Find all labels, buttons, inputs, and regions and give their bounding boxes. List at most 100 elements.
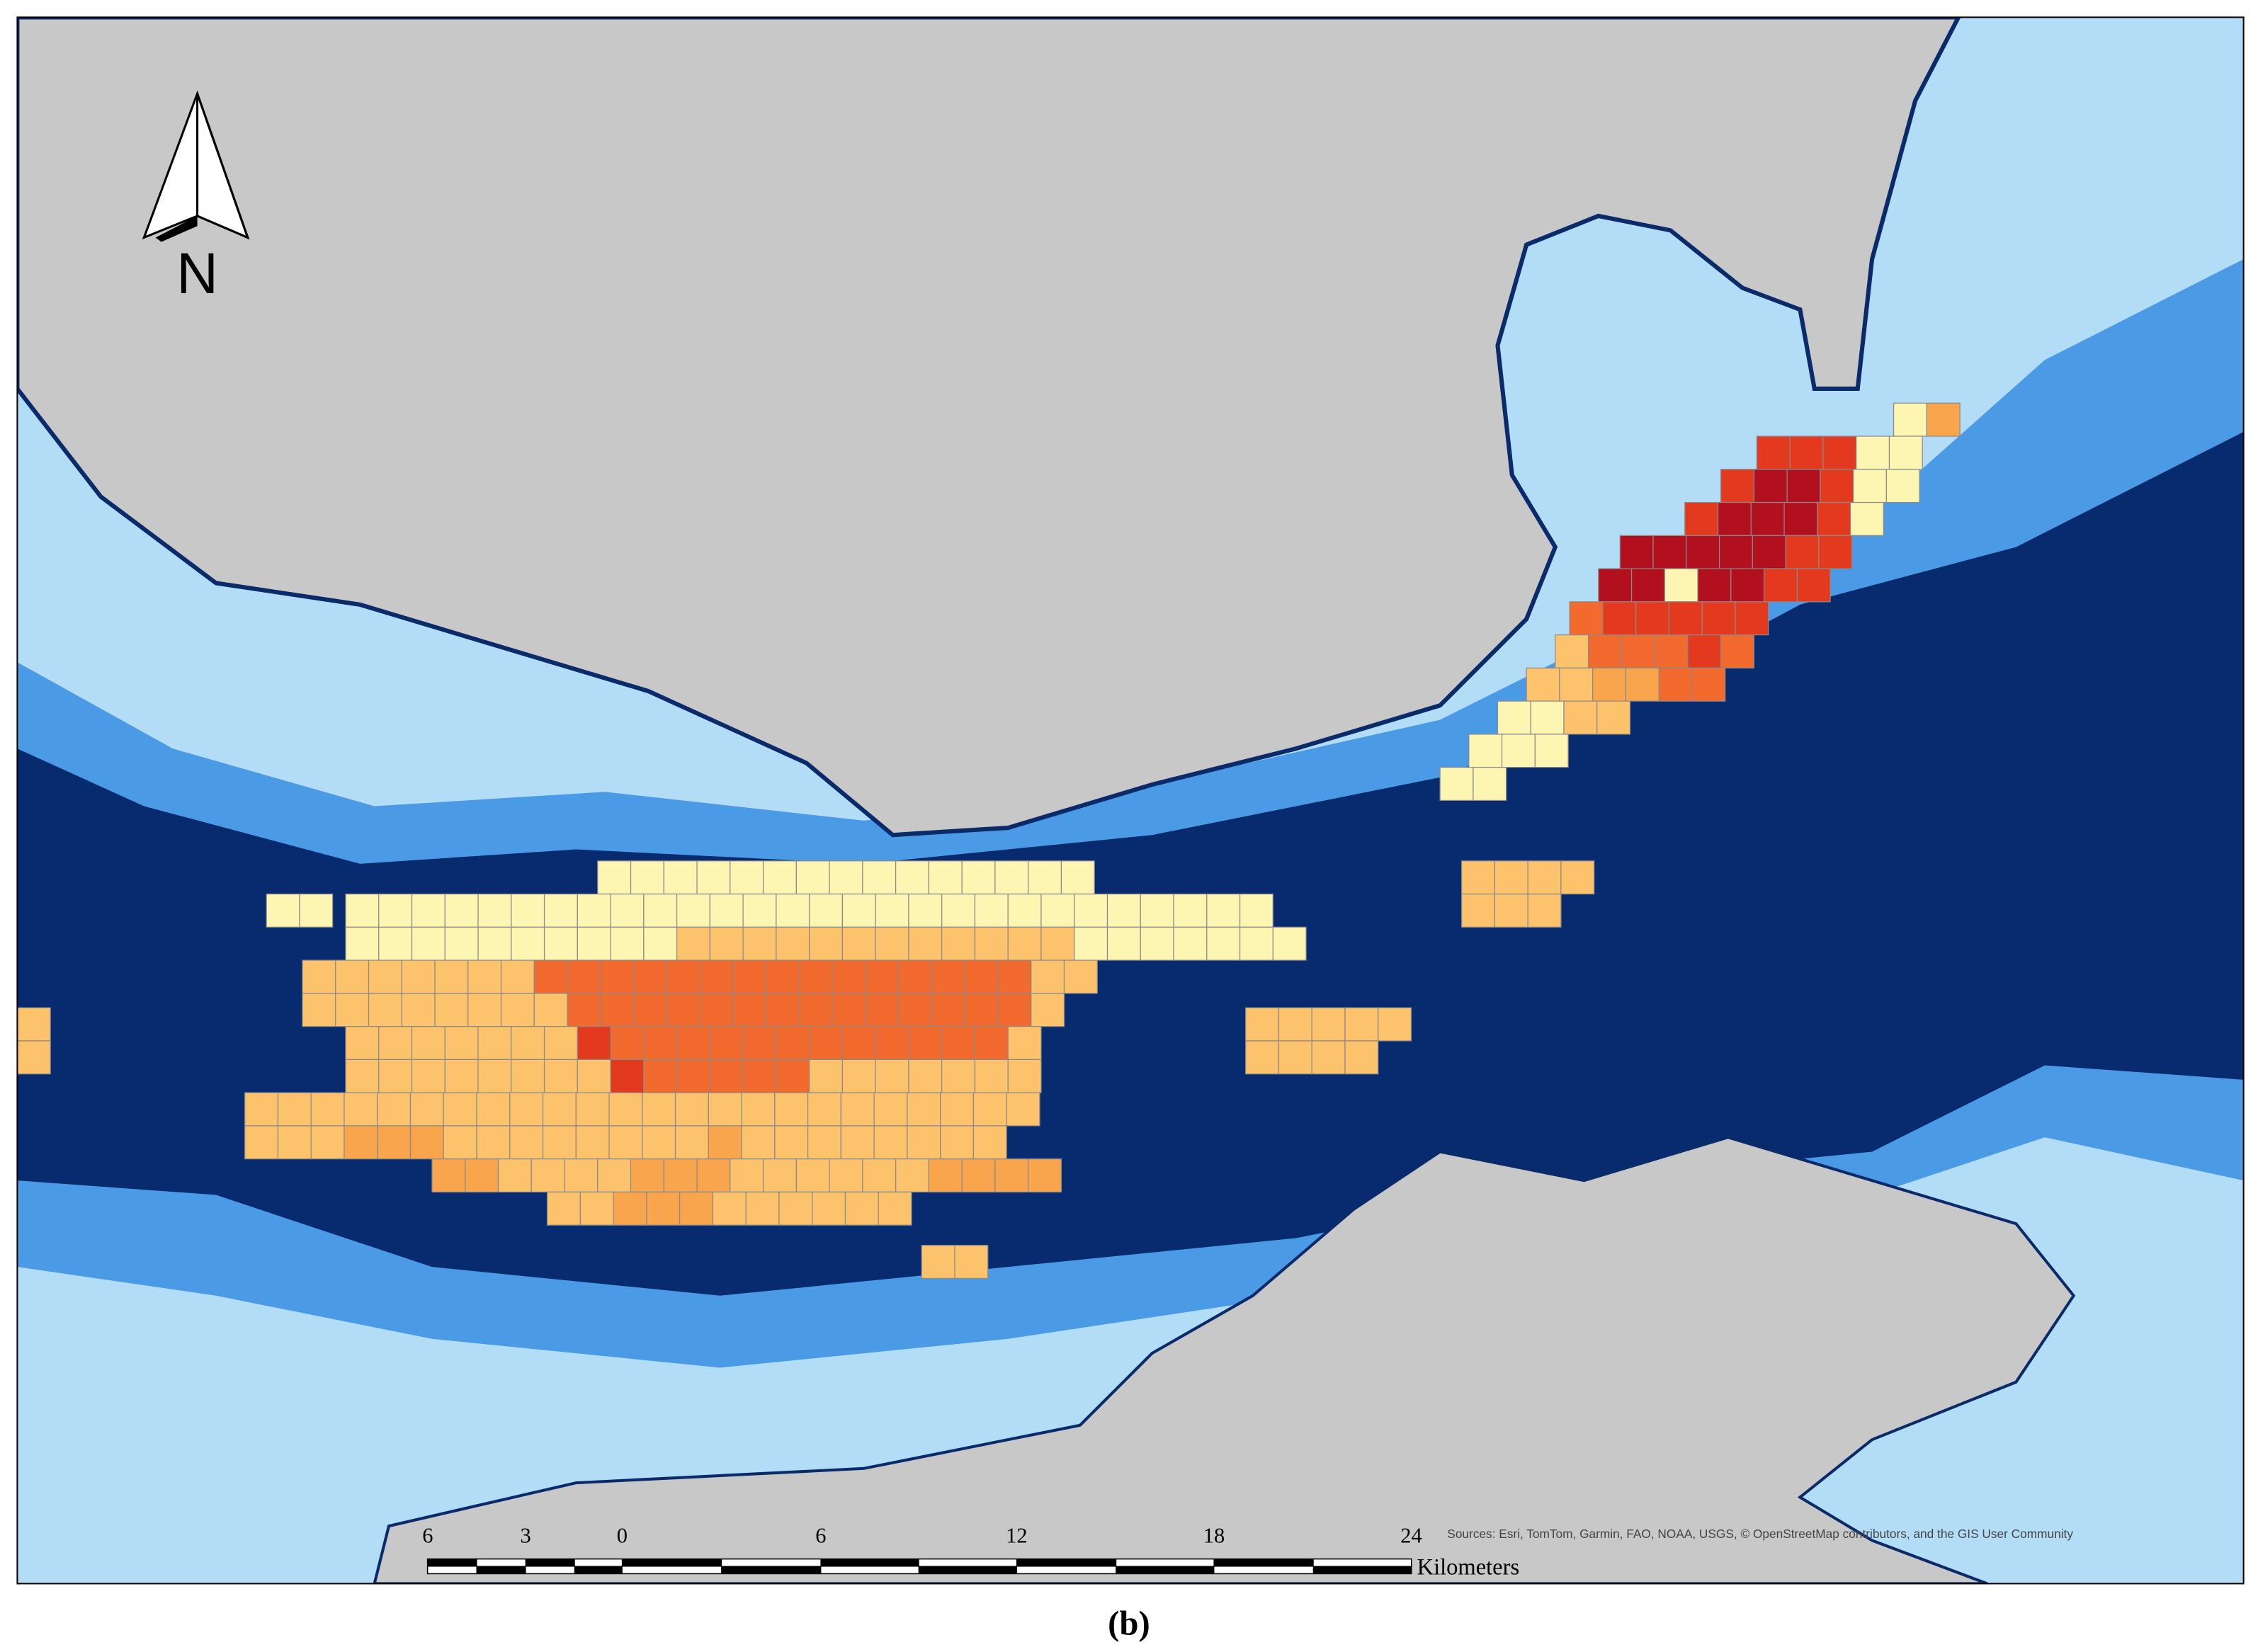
scale-bar-segment [621,1566,722,1574]
grid-cell [1686,535,1720,569]
grid-cell [630,860,664,895]
grid-cell [974,1026,1009,1060]
grid-cell [632,959,667,994]
grid-cell [1007,1026,1042,1060]
grid-cell [434,959,469,994]
grid-cell [431,1158,466,1193]
grid-cell [1378,1007,1412,1042]
grid-cell [1245,1007,1280,1042]
grid-cell [1684,501,1719,536]
grid-cell [776,926,810,961]
scale-bar-label: 24 [1400,1523,1422,1547]
grid-cell [344,1092,378,1127]
scale-bar-segment [820,1559,919,1567]
grid-cell [632,993,667,1027]
grid-cell [774,1125,809,1160]
grid-cell [266,893,300,928]
grid-cell [1007,893,1042,928]
grid-cell [841,893,876,928]
grid-cell [443,1092,477,1127]
grid-cell [895,860,930,895]
grid-cell [1527,893,1562,928]
grid-cell [1526,667,1560,702]
grid-cell [809,1026,844,1060]
grid-cell [444,926,479,961]
grid-cell [411,926,446,961]
grid-cell [579,1191,614,1226]
grid-cell [841,1026,876,1060]
grid-cell [302,993,336,1027]
grid-cell [1173,893,1208,928]
grid-cell [941,926,976,961]
grid-cell [898,959,933,994]
grid-cell [1730,568,1765,603]
grid-cell [708,1092,742,1127]
grid-cell [543,1026,578,1060]
grid-cell [1569,601,1604,636]
grid-cell [708,1125,742,1160]
grid-cell [1752,535,1786,569]
grid-cell [642,1125,676,1160]
grid-cell [1750,501,1785,536]
grid-cell [1796,568,1831,603]
grid-cell [841,926,876,961]
grid-cell [898,993,933,1027]
grid-cell [511,893,545,928]
grid-cell [547,1191,581,1226]
grid-cell [1060,860,1095,895]
grid-cell [730,1158,764,1193]
grid-cell [895,1158,930,1193]
grid-cell [411,1026,446,1060]
grid-cell [1245,1040,1280,1075]
grid-cell [1853,469,1888,503]
grid-cell [543,1059,578,1093]
grid-cell [862,1158,897,1193]
grid-cell [511,926,545,961]
grid-cell [1534,734,1569,768]
grid-cell [610,893,645,928]
scale-bar-label: 6 [815,1523,826,1547]
grid-cell [1006,1092,1040,1127]
grid-cell [907,1125,941,1160]
grid-cell [907,1092,941,1127]
grid-cell [577,1026,611,1060]
map-body [17,17,2244,1584]
grid-cell [666,993,700,1027]
grid-cell [742,1026,777,1060]
scale-bar-label: 18 [1203,1523,1225,1547]
grid-cell [964,959,999,994]
grid-cell [1720,634,1754,668]
scale-bar-segment [1313,1566,1412,1574]
grid-cell [477,926,512,961]
grid-cell [1031,959,1065,994]
attribution: Sources: Esri, TomTom, Garmin, FAO, NOAA… [1447,1527,2073,1541]
grid-cell [908,1059,943,1093]
grid-cell [377,1092,412,1127]
grid-cell [1718,535,1753,569]
grid-cell [762,1158,797,1193]
grid-cell [345,1059,380,1093]
grid-cell [1753,469,1788,503]
grid-cell [1461,893,1496,928]
grid-cell [1439,767,1474,802]
grid-cell [610,926,645,961]
grid-cell [1785,535,1820,569]
grid-cell [577,926,611,961]
grid-cell [642,1092,676,1127]
grid-cell [1206,893,1241,928]
grid-cell [600,959,635,994]
grid-cell [941,1026,976,1060]
grid-cell [600,993,635,1027]
grid-cell [809,1059,844,1093]
grid-cell [865,993,900,1027]
scale-bar-segment [1213,1566,1314,1574]
grid-cell [1040,893,1075,928]
grid-cell [1560,860,1595,895]
grid-cell [1028,860,1062,895]
grid-cell [1494,860,1528,895]
grid-cell [1040,926,1075,961]
scale-bar-label: 0 [617,1523,628,1547]
grid-cell [954,1245,989,1280]
grid-cell [676,893,710,928]
